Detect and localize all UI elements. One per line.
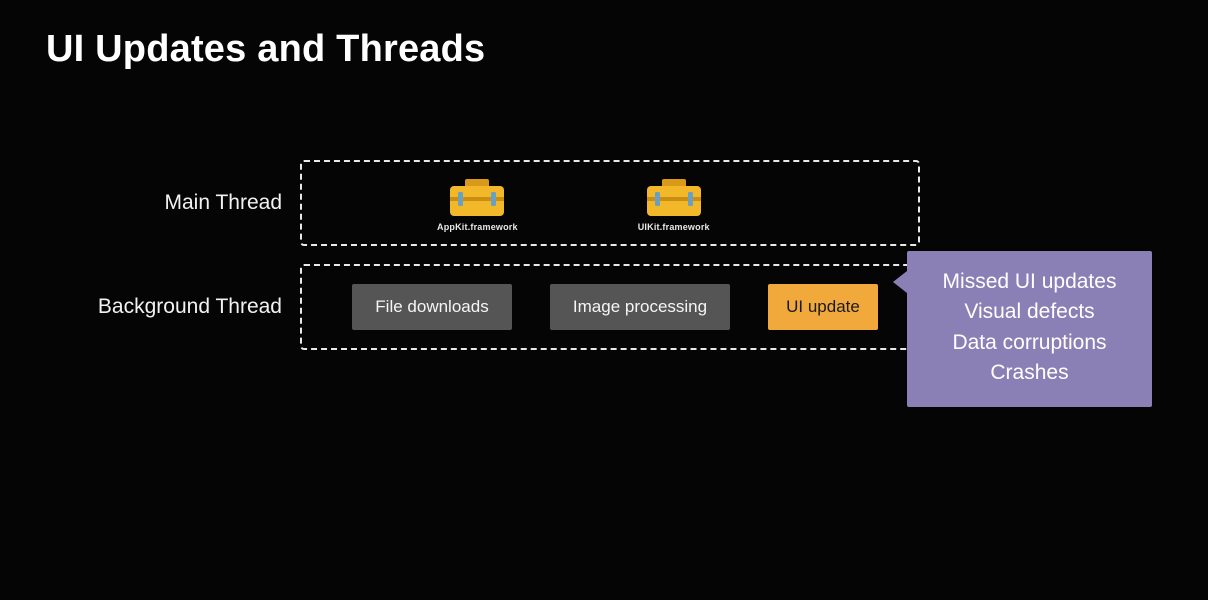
toolbox-icon bbox=[643, 175, 705, 219]
framework-item: UIKit.framework bbox=[638, 175, 710, 232]
callout-line: Visual defects bbox=[931, 297, 1128, 327]
task-file-downloads: File downloads bbox=[352, 284, 512, 330]
slide-title: UI Updates and Threads bbox=[46, 28, 1162, 71]
main-thread-box: AppKit.framework UIKit.framework bbox=[300, 160, 920, 246]
task-image-processing: Image processing bbox=[550, 284, 730, 330]
main-thread-row: Main Thread AppKit.framework bbox=[0, 160, 1208, 246]
task-ui-update: UI update bbox=[768, 284, 878, 330]
problems-callout: Missed UI updates Visual defects Data co… bbox=[907, 251, 1152, 407]
framework-label: UIKit.framework bbox=[638, 222, 710, 232]
background-thread-box: File downloads Image processing UI updat… bbox=[300, 264, 920, 350]
background-thread-label: Background Thread bbox=[0, 295, 300, 319]
framework-label: AppKit.framework bbox=[437, 222, 518, 232]
main-thread-items: AppKit.framework UIKit.framework bbox=[302, 175, 918, 232]
framework-item: AppKit.framework bbox=[437, 175, 518, 232]
background-thread-tasks: File downloads Image processing UI updat… bbox=[302, 284, 918, 330]
callout-line: Data corruptions bbox=[931, 328, 1128, 358]
main-thread-label: Main Thread bbox=[0, 191, 300, 215]
slide: UI Updates and Threads Main Thread bbox=[0, 0, 1208, 600]
toolbox-icon bbox=[446, 175, 508, 219]
callout-line: Missed UI updates bbox=[931, 267, 1128, 297]
callout-line: Crashes bbox=[931, 358, 1128, 388]
